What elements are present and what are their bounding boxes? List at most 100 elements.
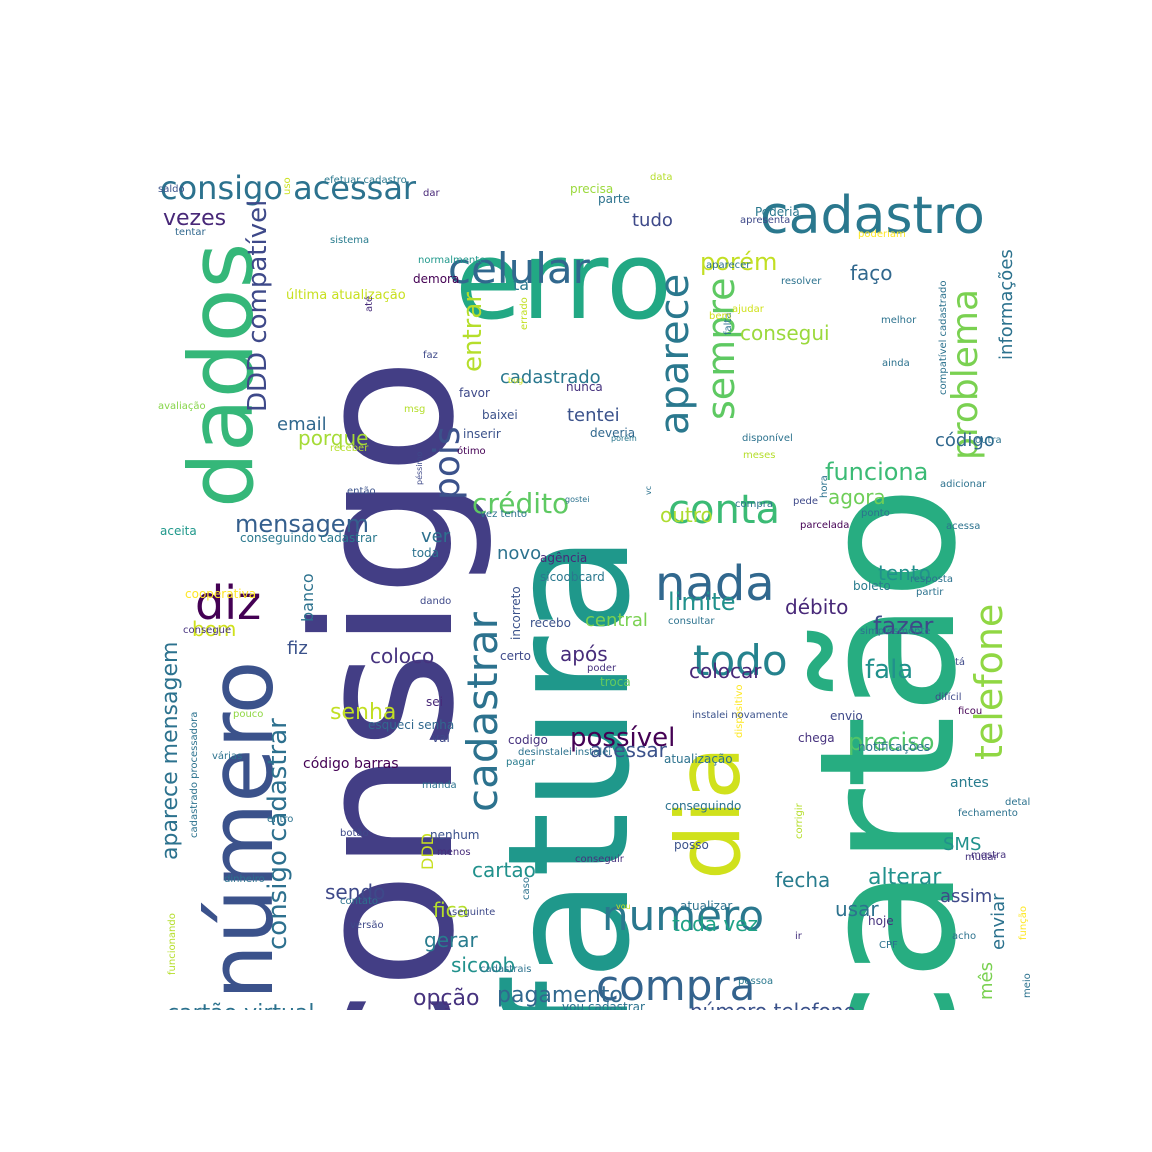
cloud-word: conta: [668, 487, 781, 533]
cloud-word: parte: [598, 192, 630, 206]
cloud-word: ainda: [882, 358, 910, 369]
cloud-word: acessa: [946, 521, 981, 532]
cloud-word: favor: [459, 386, 490, 400]
cloud-word: ajudar: [732, 304, 764, 315]
cloud-word: aparecer: [706, 260, 751, 271]
cloud-word: codigo: [508, 733, 548, 747]
cloud-word: caso: [521, 877, 532, 900]
cloud-word: tentar: [175, 227, 206, 238]
cloud-word: parcelada: [800, 520, 850, 531]
cloud-word: ótimo: [457, 446, 486, 457]
cloud-word: telefone: [967, 603, 1011, 760]
cloud-word: até: [364, 295, 375, 312]
cloud-word: fala: [865, 655, 914, 685]
cloud-word: pois: [427, 426, 468, 500]
cloud-word: enviar: [988, 893, 1009, 950]
cloud-word: aparece mensagem: [158, 641, 183, 860]
cloud-word: atualização: [664, 752, 733, 766]
cloud-word: aceita: [160, 524, 197, 538]
cloud-word: bug: [508, 376, 524, 385]
cloud-word: versão: [350, 920, 384, 931]
cloud-word: senha: [330, 700, 397, 725]
cloud-word: manda: [422, 780, 457, 791]
cloud-word: conseguir: [575, 854, 624, 865]
cloud-word: crédito: [472, 487, 570, 520]
cloud-word: dando: [420, 596, 452, 607]
cloud-word: várias: [212, 751, 243, 762]
cloud-word: CPF: [879, 940, 898, 951]
cloud-word: opção: [413, 986, 480, 1010]
cloud-word: número telefone: [690, 1001, 856, 1010]
cloud-word: consegui: [740, 321, 830, 345]
cloud-word: alterar: [868, 865, 942, 890]
cloud-word: desinstalei instalei: [518, 747, 612, 758]
cloud-word: contato: [340, 896, 379, 907]
cloud-word: Poderia: [755, 205, 800, 219]
cloud-word: vc: [644, 485, 653, 495]
cloud-word: fecha: [775, 868, 831, 892]
cloud-word: tá: [955, 657, 966, 668]
cloud-word: cadastrado processadora: [189, 711, 200, 838]
cloud-word: fazer: [873, 612, 934, 640]
cloud-word: gerar: [424, 928, 478, 952]
cloud-word: diz: [195, 576, 262, 630]
cloud-word: vez tento: [480, 509, 527, 520]
cloud-word: vezes: [163, 206, 227, 231]
cloud-word: msg: [404, 404, 426, 415]
cloud-word: ta: [513, 275, 530, 294]
cloud-word: troca: [600, 675, 631, 689]
cloud-word: seguinte: [452, 907, 496, 918]
cloud-word: inserir: [463, 427, 501, 441]
cloud-word: código barras: [303, 756, 399, 772]
cloud-word: toda: [412, 546, 440, 560]
cloud-word: mudar: [965, 852, 998, 863]
cloud-word: porém: [611, 434, 637, 443]
cloud-word: então: [347, 486, 376, 497]
cloud-word: consultar: [668, 616, 715, 627]
cloud-word: receber: [330, 443, 369, 454]
cloud-word: simplesmente: [860, 626, 931, 637]
cloud-word: cartão virtual: [167, 1003, 315, 1011]
cloud-word: SMS: [943, 834, 982, 855]
cloud-word: DDD compatível: [243, 199, 273, 412]
cloud-word: nenhum: [430, 828, 480, 842]
cloud-word: normalmente: [418, 255, 486, 266]
cloud-word: tento: [878, 561, 931, 585]
cloud-word: celular: [448, 244, 590, 293]
cloud-word: compra: [735, 499, 773, 510]
cloud-word: hora: [819, 475, 830, 498]
cloud-word: corrigir: [794, 803, 805, 839]
cloud-word: consegue: [183, 625, 232, 636]
cloud-word: faço: [850, 261, 893, 285]
cloud-word: tudo: [632, 210, 673, 231]
cloud-word: informações: [996, 249, 1017, 360]
cloud-word: fechamento: [958, 808, 1018, 819]
cloud-word: vou: [616, 902, 631, 911]
cloud-word: antes: [950, 775, 989, 791]
cloud-word: efetuar cadastro: [324, 175, 407, 186]
cloud-word: precisa: [570, 182, 614, 196]
cloud-word: resolver: [781, 276, 822, 287]
cloud-word: pouco: [233, 709, 264, 720]
cloud-word: sicoobcard: [540, 570, 605, 584]
cloud-word: pagar: [506, 757, 536, 768]
cloud-word: última atualização: [286, 288, 406, 303]
cloud-word: conseguindo: [665, 799, 742, 813]
cloud-word: cooperativa: [185, 587, 257, 601]
cloud-word: botão: [340, 828, 369, 839]
cloud-word: agora: [828, 485, 886, 509]
word-cloud: cartão consigo fatura erro número dados dia cad…: [155, 130, 1030, 1010]
cloud-word: sistema: [330, 235, 370, 246]
cloud-word: melhor: [881, 315, 917, 326]
cloud-word: meio: [1022, 973, 1030, 998]
cloud-word: pede: [793, 496, 818, 507]
cloud-word: fica: [433, 898, 469, 922]
cloud-word: dar: [423, 188, 440, 199]
cloud-word: avaliação: [158, 401, 206, 412]
cloud-word: cartao: [472, 858, 536, 882]
cloud-word: assim: [940, 886, 993, 907]
cloud-word: função: [1018, 906, 1029, 940]
cloud-word: erro: [455, 219, 673, 344]
cloud-word: entrar: [458, 292, 488, 372]
cloud-word: outra: [975, 435, 1002, 446]
